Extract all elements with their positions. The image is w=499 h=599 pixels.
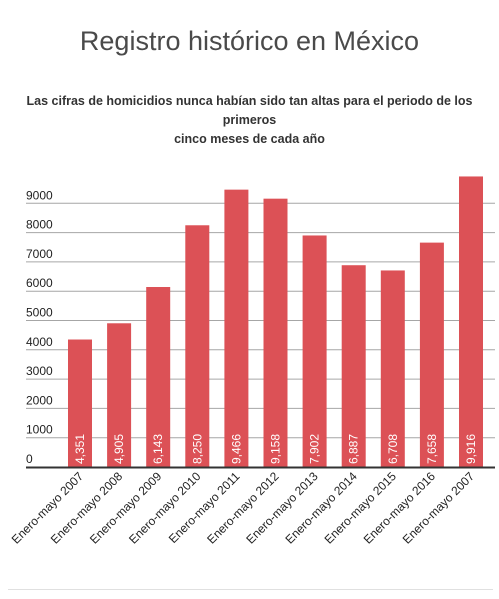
x-tick-label: Enero-mayo 2013	[243, 469, 321, 547]
y-tick-label: 2000	[26, 393, 53, 407]
bar	[459, 176, 483, 468]
chart-subtitle-line-2: cinco meses de cada año	[174, 132, 325, 146]
y-tick-label: 7000	[26, 247, 53, 261]
x-tick-label: Enero-mayo 2011	[166, 469, 243, 546]
chart-subtitle: Las cifras de homicidios nunca habían si…	[0, 92, 499, 149]
y-tick-label: 8000	[26, 218, 53, 232]
x-tick-label: Enero-mayo 2007	[9, 469, 87, 547]
bar	[146, 287, 171, 467]
data-label: 4,905	[112, 434, 126, 464]
x-tick-label: Enero-mayo 2014	[282, 469, 360, 547]
y-tick-label: 3000	[26, 364, 53, 378]
data-label: 9,158	[269, 434, 283, 464]
gridlines	[26, 202, 495, 439]
bar	[68, 339, 92, 467]
x-tick-label: Enero-mayo 2008	[48, 469, 126, 547]
y-axis-ticks: 0 1000 2000 3000 4000 5000 6000 7000 8000 9000	[26, 188, 53, 466]
x-tick-label: Enero-mayo 2010	[126, 469, 204, 547]
y-tick-label: 9000	[26, 188, 53, 202]
data-label: 8,250	[190, 434, 204, 464]
x-tick-label: Enero-mayo 2015	[322, 469, 400, 547]
bar	[341, 265, 366, 467]
bar	[185, 225, 210, 467]
data-label: 9,916	[464, 434, 478, 464]
y-tick-label: 1000	[26, 423, 53, 437]
y-tick-label: 4000	[26, 335, 53, 349]
data-labels: 4,351 4,905 6,143 8,250 9,466 9,158 7,902 6,887…	[73, 434, 478, 464]
data-label: 6,708	[386, 434, 400, 464]
x-tick-label: Enero-mayo 2007	[400, 469, 478, 547]
x-tick-label: Enero-mayo 2016	[361, 469, 439, 547]
bar	[107, 323, 132, 467]
data-label: 6,143	[151, 434, 165, 464]
bar	[224, 189, 249, 468]
y-tick-label: 6000	[26, 276, 53, 290]
bar	[263, 198, 288, 467]
y-tick-label: 5000	[26, 306, 53, 320]
y-tick-label: 0	[26, 452, 33, 466]
data-label: 9,466	[229, 434, 243, 464]
data-label: 7,902	[308, 434, 322, 464]
chart-title: Registro histórico en México	[79, 26, 420, 56]
x-tick-label: Enero-mayo 2009	[87, 469, 165, 547]
bars	[68, 176, 483, 468]
chart-subtitle-line-1: Las cifras de homicidios nunca habían si…	[26, 94, 473, 127]
x-tick-label: Enero-mayo 2012	[204, 469, 282, 547]
data-label: 4,351	[73, 434, 87, 464]
data-label: 7,658	[425, 434, 439, 464]
data-label: 6,887	[347, 434, 361, 464]
bar	[419, 242, 444, 467]
bar	[302, 235, 327, 467]
bar	[380, 270, 405, 467]
bottom-divider	[8, 589, 493, 590]
